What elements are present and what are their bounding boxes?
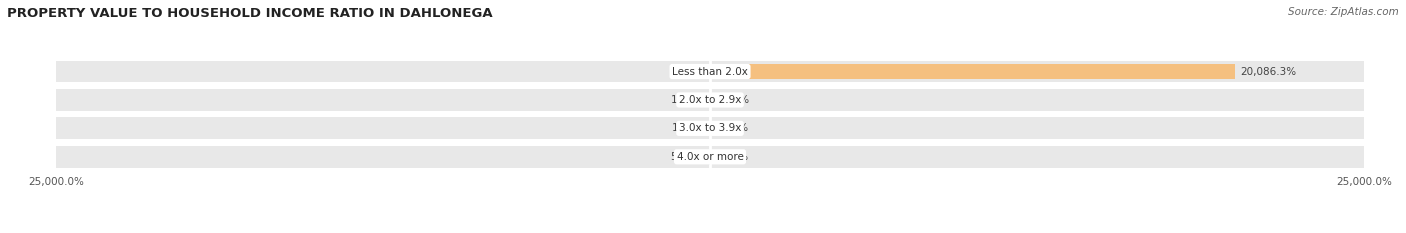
Text: 20,086.3%: 20,086.3% <box>1240 67 1296 77</box>
Text: PROPERTY VALUE TO HOUSEHOLD INCOME RATIO IN DAHLONEGA: PROPERTY VALUE TO HOUSEHOLD INCOME RATIO… <box>7 7 492 20</box>
Text: 22.7%: 22.7% <box>716 95 749 105</box>
Bar <box>56 61 1364 82</box>
Text: 13.8%: 13.8% <box>671 123 704 133</box>
Bar <box>710 64 1236 79</box>
Bar <box>56 89 1364 111</box>
Text: Less than 2.0x: Less than 2.0x <box>672 67 748 77</box>
Text: 3.0x to 3.9x: 3.0x to 3.9x <box>679 123 741 133</box>
Text: 18.9%: 18.9% <box>716 123 749 133</box>
Text: 17.5%: 17.5% <box>716 152 749 162</box>
Text: 16.6%: 16.6% <box>671 95 704 105</box>
Text: 2.0x to 2.9x: 2.0x to 2.9x <box>679 95 741 105</box>
Text: 4.0x or more: 4.0x or more <box>676 152 744 162</box>
Text: 53.2%: 53.2% <box>671 152 703 162</box>
Bar <box>56 146 1364 168</box>
Text: 11.4%: 11.4% <box>672 67 704 77</box>
Bar <box>56 117 1364 139</box>
Text: Source: ZipAtlas.com: Source: ZipAtlas.com <box>1288 7 1399 17</box>
